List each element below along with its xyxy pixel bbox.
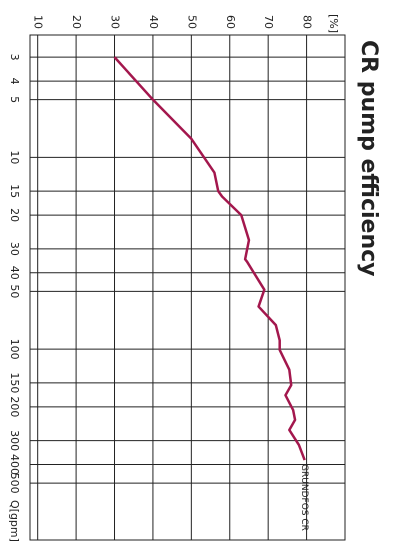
x-axis-label: Q[gpm] — [8, 500, 21, 542]
x-tick-label: 3 — [8, 54, 21, 61]
x-tick-label: 15 — [8, 184, 21, 198]
x-tick-label: 100 — [8, 339, 21, 360]
plot-frame — [29, 34, 346, 541]
x-tick-label: 150 — [8, 372, 21, 393]
x-tick-label: 400 — [8, 454, 21, 475]
y-tick-label: 80 — [301, 15, 314, 29]
y-tick-label: 60 — [224, 15, 237, 29]
x-tick-label: 30 — [8, 242, 21, 256]
x-tick-label: 5 — [8, 96, 21, 103]
x-tick-label: 500 — [8, 473, 21, 494]
x-tick-label: 50 — [8, 284, 21, 298]
x-tick-label: 40 — [8, 266, 21, 280]
y-tick-label: 40 — [147, 15, 160, 29]
x-tick-label: 300 — [8, 430, 21, 451]
y-tick-label: 20 — [70, 15, 83, 29]
y-tick-label: 50 — [185, 15, 198, 29]
annotation: GRUNDFOS CR — [299, 464, 309, 531]
x-tick-label: 4 — [8, 78, 21, 85]
y-axis-label: [%] — [327, 14, 340, 33]
y-tick-label: 30 — [109, 15, 122, 29]
chart-title: CR pump efficiency — [356, 40, 381, 277]
x-tick-label: 10 — [8, 150, 21, 164]
x-tick-label: 20 — [8, 208, 21, 222]
series-line — [113, 56, 306, 461]
y-tick-label: 10 — [32, 15, 45, 29]
x-tick-label: 200 — [8, 396, 21, 417]
y-tick-label: 70 — [262, 15, 275, 29]
